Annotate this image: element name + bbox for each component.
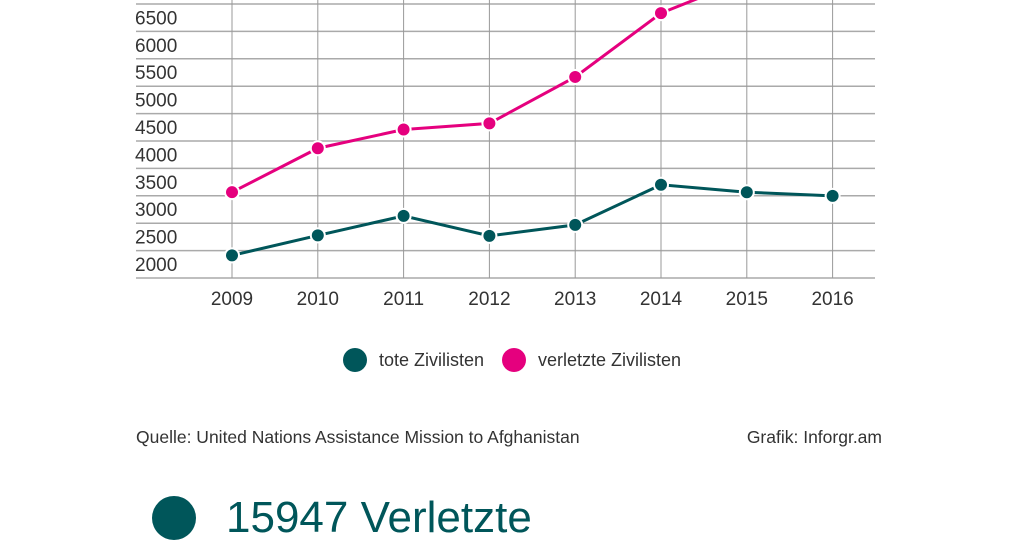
legend-marker-tote	[342, 348, 367, 372]
data-point	[481, 227, 498, 244]
data-point	[738, 184, 755, 201]
credit-note[interactable]: Grafik: Inforgr.am	[746, 427, 882, 447]
line-chart: 2000 2500 3000 3500 4000 4500 5000 5500 6000 6500…	[135, 0, 875, 310]
data-point	[567, 68, 584, 85]
y-tick-label: 4500	[135, 118, 177, 139]
x-tick-label: 2010	[297, 289, 339, 310]
x-tick-label: 2012	[468, 289, 510, 310]
data-point	[653, 5, 669, 22]
legend-item-tote[interactable]: tote Zivilisten	[342, 348, 484, 372]
data-point	[567, 216, 584, 233]
legend-item-verletzte[interactable]: verletzte Zivilisten	[502, 348, 681, 372]
x-tick-label: 2015	[726, 289, 768, 310]
headline-text: 15947 Verletzte	[226, 493, 532, 542]
series-line-1	[231, 0, 699, 194]
legend-label-verletzte: verletzte Zivilisten	[538, 349, 682, 370]
x-tick-label: 2016	[811, 289, 853, 310]
data-point	[224, 184, 240, 201]
y-tick-label: 4000	[135, 145, 177, 166]
x-tick-label: 2009	[211, 289, 253, 310]
data-point	[395, 207, 412, 224]
data-point	[395, 121, 412, 138]
y-tick-label: 6500	[135, 8, 177, 29]
data-point	[653, 176, 669, 193]
legend-marker-verletzte	[502, 348, 526, 372]
headline: 15947 Verletzte	[152, 496, 532, 540]
source-note: Quelle: United Nations Assistance Missio…	[136, 427, 580, 447]
legend-label-tote: tote Zivilisten	[378, 349, 484, 370]
data-point	[224, 247, 240, 264]
y-tick-label: 6000	[135, 36, 177, 57]
y-tick-label: 5000	[135, 91, 177, 112]
data-point	[309, 140, 326, 157]
x-tick-label: 2014	[640, 289, 683, 310]
data-point	[824, 187, 841, 204]
legend: tote Zivilisten verletzte Zivilisten	[0, 348, 1024, 372]
y-tick-label: 3000	[135, 200, 177, 221]
y-tick-label: 5500	[135, 63, 177, 84]
series-line-0	[231, 183, 833, 257]
y-tick-label: 2500	[135, 228, 177, 249]
y-tick-label: 2000	[135, 255, 177, 276]
data-point	[481, 115, 498, 132]
injured-icon	[152, 496, 196, 540]
data-point	[309, 227, 326, 244]
x-tick-label: 2011	[383, 289, 424, 310]
x-tick-label: 2013	[554, 289, 596, 310]
y-tick-label: 3500	[135, 173, 177, 194]
